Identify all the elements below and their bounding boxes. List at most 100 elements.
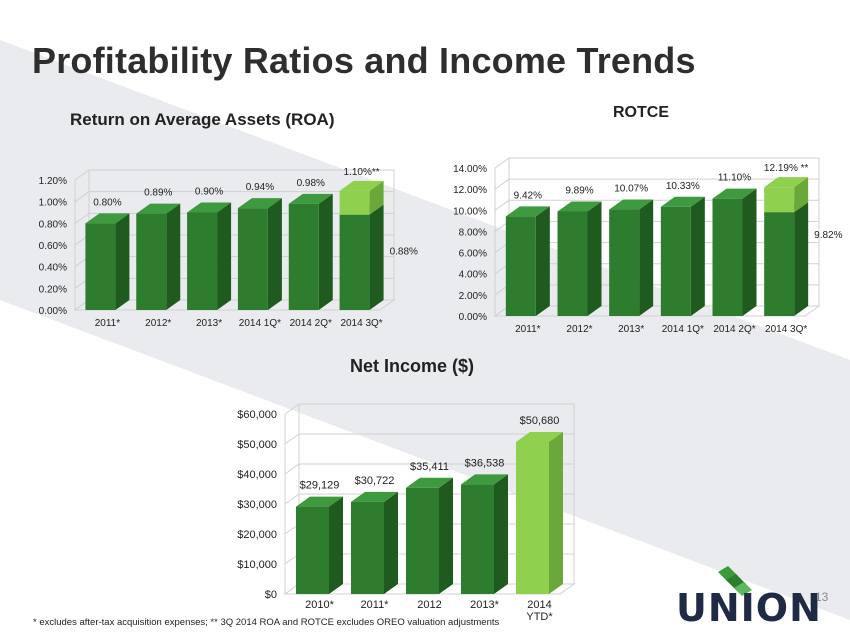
- rotce-bar: [609, 209, 640, 316]
- roa-gridline: [74, 169, 394, 181]
- rotce-bar: [712, 198, 743, 316]
- roa-bar-side: [318, 193, 333, 310]
- rotce-bar-side: [742, 188, 757, 316]
- rotce-category-label: 2011*: [515, 324, 541, 335]
- rotce-ytick-label: 14.00%: [453, 164, 487, 175]
- rotce-ytick-label: 12.00%: [453, 185, 487, 196]
- rotce-category-label: 2012*: [566, 324, 592, 335]
- rotce-bar-side: [794, 202, 809, 316]
- roa-data-label: 0.90%: [195, 187, 223, 198]
- roa-ytick-label: 0.80%: [39, 219, 67, 230]
- rotce-bar: [557, 211, 588, 316]
- roa-bar-top: [136, 203, 181, 214]
- roa-chart-title: Return on Average Assets (ROA): [70, 110, 335, 129]
- rotce-bar-side: [587, 201, 602, 316]
- net-income-bar-top: [351, 491, 398, 502]
- rotce-data-label: 10.07%: [614, 184, 648, 195]
- roa-ytick-label: 0.20%: [39, 284, 67, 295]
- roa-bar: [288, 203, 319, 310]
- rotce-category-label: 2013*: [618, 324, 644, 335]
- net-income-bar-side: [329, 496, 343, 594]
- roa-bar-top: [237, 198, 282, 209]
- net-income-ytick-label: $30,000: [237, 499, 277, 511]
- logo-mark-icon: [718, 566, 752, 596]
- net-income-bar: [296, 506, 329, 594]
- net-income-gridline: [284, 433, 574, 445]
- net-income-bar: [406, 487, 439, 594]
- roa-bar-side: [166, 203, 181, 310]
- rotce-data-label: 9.82%: [814, 230, 842, 241]
- net-income-bar: [516, 441, 549, 594]
- rotce-ytick-label: 0.00%: [459, 312, 487, 323]
- net-income-data-label: $29,129: [300, 480, 340, 492]
- roa-ytick-label: 1.20%: [39, 176, 67, 187]
- net-income-ytick-label: $10,000: [237, 559, 277, 571]
- roa-bar-side: [115, 213, 130, 310]
- net-income-ytick-label: $0: [265, 589, 277, 601]
- rotce-ytick-label: 6.00%: [459, 249, 487, 260]
- net-income-data-label: $50,680: [520, 415, 560, 427]
- net-income-category-label: 2012: [417, 599, 441, 611]
- roa-bar-side: [369, 204, 384, 310]
- roa-bar-top: [85, 213, 130, 224]
- logo-wordmark: UNION: [676, 586, 822, 630]
- net-income-bar-side: [494, 474, 508, 594]
- net-income-ytick-label: $20,000: [237, 529, 277, 541]
- rotce-bar: [660, 206, 691, 316]
- page-number: 13: [815, 590, 829, 604]
- net-income-bar-top: [516, 431, 563, 442]
- roa-adjusted-label: 1.10%**: [344, 167, 380, 178]
- rotce-adjusted-bar-side: [794, 177, 809, 213]
- net-income-category-label: 2013*: [470, 599, 499, 611]
- roa-data-label: 0.89%: [144, 188, 172, 199]
- net-income-ytick-label: $40,000: [237, 469, 277, 481]
- net-income-chart-title: Net Income ($): [350, 356, 475, 376]
- rotce-ytick-label: 2.00%: [459, 291, 487, 302]
- roa-data-label: 0.88%: [390, 247, 418, 258]
- rotce-data-label: 10.33%: [666, 181, 700, 192]
- net-income-bar-side: [439, 477, 453, 594]
- rotce-data-label: 9.42%: [514, 190, 542, 201]
- roa-bar: [339, 214, 370, 310]
- rotce-bar-side: [639, 199, 654, 316]
- net-income-gridline: [284, 403, 574, 415]
- roa-category-label: 2011*: [95, 318, 121, 329]
- rotce-category-label: 2014 2Q*: [713, 324, 755, 335]
- rotce-bar-side: [535, 206, 550, 316]
- rotce-bar-top: [557, 201, 602, 212]
- rotce-adjusted-bar-top: [764, 177, 809, 188]
- roa-bar-side: [267, 198, 282, 310]
- roa-category-label: 2014 2Q*: [290, 318, 332, 329]
- net-income-bar-top: [461, 474, 508, 485]
- net-income-bar: [461, 484, 494, 594]
- footnote: * excludes after-tax acquisition expense…: [33, 617, 500, 628]
- net-income-bar-side: [549, 431, 563, 594]
- roa-category-label: 2014 1Q*: [239, 318, 281, 329]
- roa-data-label: 0.98%: [297, 178, 325, 189]
- roa-category-label: 2012*: [145, 318, 171, 329]
- rotce-ytick-label: 4.00%: [459, 270, 487, 281]
- net-income-bar-side: [384, 491, 398, 594]
- rotce-bar-top: [660, 196, 705, 207]
- rotce-adjusted-bar: [764, 187, 795, 213]
- net-income-data-label: $30,722: [355, 475, 395, 487]
- roa-bar-top: [187, 202, 232, 213]
- rotce-ytick-label: 8.00%: [459, 227, 487, 238]
- rotce-bar-top: [712, 188, 757, 199]
- rotce-category-label: 2014 3Q*: [765, 324, 807, 335]
- net-income-data-label: $36,538: [465, 457, 505, 469]
- roa-adjusted-bar: [339, 190, 370, 215]
- roa-data-label: 0.94%: [246, 182, 274, 193]
- roa-bar: [85, 223, 116, 310]
- rotce-ytick-label: 10.00%: [453, 206, 487, 217]
- rotce-bar: [764, 212, 795, 316]
- net-income-gridline: [284, 463, 574, 475]
- net-income-bar-top: [406, 477, 453, 488]
- rotce-data-label: 11.10%: [718, 173, 751, 184]
- net-income-category-label: 2011*: [361, 599, 390, 611]
- rotce-data-label: 9.89%: [565, 185, 593, 196]
- roa-ytick-label: 0.00%: [39, 306, 67, 317]
- roa-bar: [237, 208, 268, 310]
- net-income-bar: [351, 501, 384, 594]
